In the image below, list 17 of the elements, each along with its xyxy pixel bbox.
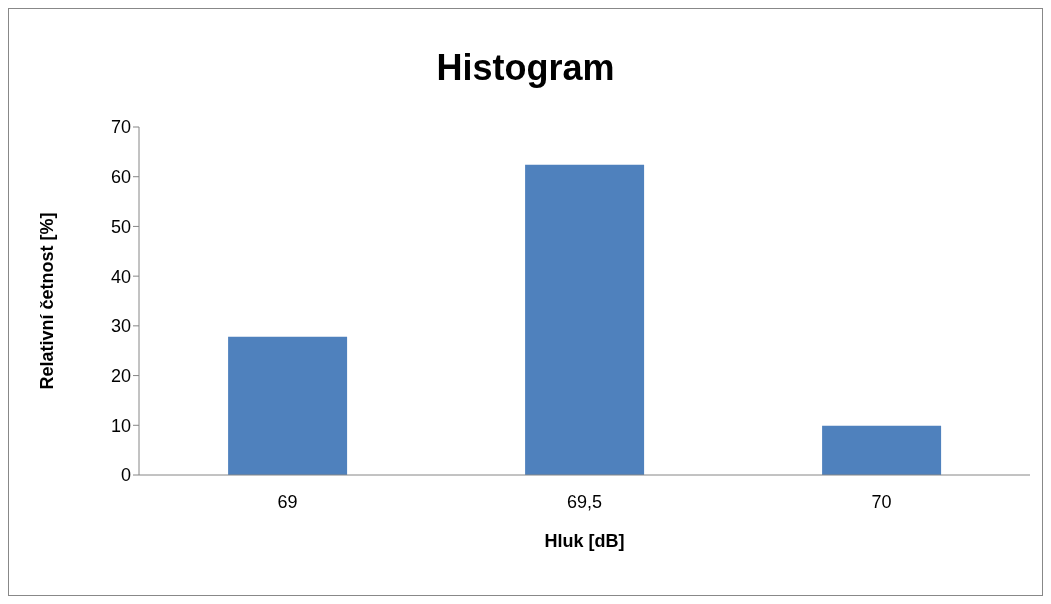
y-tick-label: 10 <box>110 415 131 436</box>
y-tick-label: 50 <box>110 216 131 237</box>
y-axis-title: Relativní četnost [%] <box>37 212 58 390</box>
y-tick-label: 60 <box>110 167 131 188</box>
x-tick-label: 70 <box>871 491 892 512</box>
y-tick-label: 70 <box>110 117 131 138</box>
y-tick-label: 20 <box>110 365 131 386</box>
y-tick-label: 40 <box>110 266 131 287</box>
bar <box>822 425 942 475</box>
chart-title: Histogram <box>435 47 616 89</box>
x-axis-title: Hluk [dB] <box>544 531 625 551</box>
y-tick-label: 0 <box>120 465 131 486</box>
bar <box>228 336 348 475</box>
x-tick-label: 69 <box>277 491 298 512</box>
y-tick-label: 30 <box>110 316 131 337</box>
bar <box>525 164 645 475</box>
x-tick-label: 69,5 <box>566 491 603 512</box>
